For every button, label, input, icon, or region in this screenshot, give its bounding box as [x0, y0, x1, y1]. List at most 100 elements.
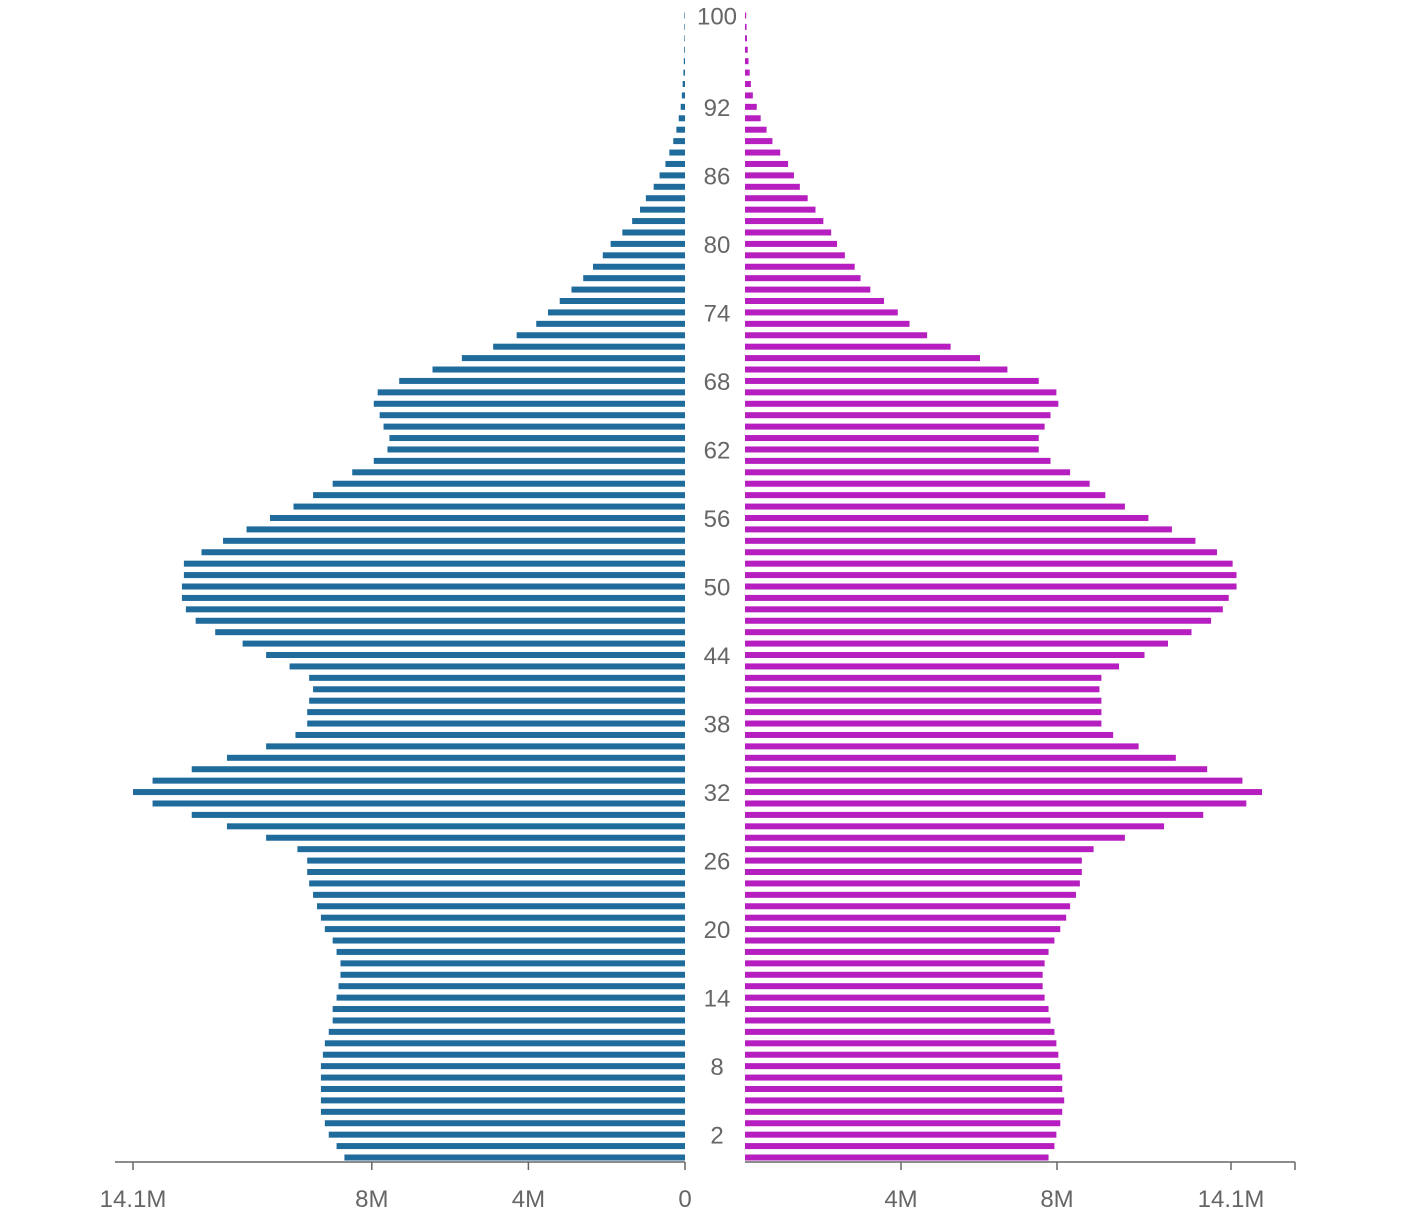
left-bar-age-12 — [332, 1017, 685, 1024]
right-bar-age-61 — [745, 457, 1051, 464]
age-label-100: 100 — [697, 4, 737, 31]
left-bar-age-24 — [309, 880, 685, 887]
right-bar-age-13 — [745, 1006, 1049, 1013]
age-label-56: 56 — [704, 506, 731, 533]
right-series-bars — [745, 12, 1262, 1161]
left-bar-age-6 — [320, 1085, 685, 1092]
age-label-38: 38 — [704, 712, 731, 739]
left-bar-age-31 — [152, 800, 685, 807]
right-bar-age-8 — [745, 1063, 1061, 1070]
right-bar-age-20 — [745, 926, 1061, 933]
right-bar-age-39 — [745, 709, 1102, 716]
right-bar-age-52 — [745, 560, 1233, 567]
right-bar-age-68 — [745, 377, 1039, 384]
left-bar-age-42 — [309, 674, 685, 681]
left-bar-age-33 — [152, 777, 685, 784]
left-bar-age-56 — [270, 514, 685, 521]
left-bar-age-67 — [377, 389, 685, 396]
right-bar-age-84 — [745, 195, 808, 202]
right-bar-age-45 — [745, 640, 1168, 647]
age-label-92: 92 — [704, 95, 731, 122]
right-bar-age-76 — [745, 286, 871, 293]
left-bar-age-75 — [559, 298, 685, 304]
left-bar-age-81 — [622, 229, 685, 236]
right-bar-age-78 — [745, 263, 855, 270]
left-bar-age-8 — [320, 1063, 685, 1070]
right-bar-age-83 — [745, 206, 816, 213]
right-bar-age-75 — [745, 298, 885, 304]
right-bar-age-24 — [745, 880, 1080, 887]
right-bar-age-53 — [745, 549, 1217, 556]
left-bar-age-5 — [320, 1097, 685, 1104]
left-bar-age-82 — [632, 218, 685, 225]
left-bar-age-53 — [201, 549, 686, 556]
left-bar-age-92 — [680, 103, 685, 110]
right-bar-age-80 — [745, 240, 838, 247]
left-bar-age-71 — [493, 343, 685, 350]
right-bar-age-66 — [745, 400, 1059, 407]
left-bar-age-41 — [313, 686, 685, 693]
right-bar-age-67 — [745, 389, 1057, 396]
left-bar-age-7 — [320, 1074, 685, 1081]
right-bar-age-32 — [745, 789, 1262, 796]
left-bar-age-68 — [399, 377, 685, 384]
right-bar-age-92 — [745, 103, 757, 110]
right-bar-age-43 — [745, 663, 1120, 670]
left-bar-age-86 — [659, 172, 685, 179]
age-label-2: 2 — [710, 1123, 723, 1150]
left-bar-age-19 — [332, 937, 685, 944]
left-bar-age-15 — [338, 983, 685, 990]
right-bar-age-65 — [745, 412, 1051, 419]
left-bar-age-100 — [684, 12, 685, 19]
left-bar-age-76 — [571, 286, 685, 293]
right-bar-age-17 — [745, 960, 1045, 967]
right-bar-age-1 — [745, 1143, 1055, 1150]
left-bar-age-2 — [328, 1131, 685, 1138]
right-bar-age-25 — [745, 869, 1082, 875]
age-labels: 2 8 14 20 26 32 38 44 50 56 62 68 74 80 86 92 100 — [697, 4, 737, 1150]
right-bar-age-16 — [745, 971, 1043, 978]
right-bar-age-2 — [745, 1131, 1057, 1138]
right-bar-age-93 — [745, 92, 753, 99]
left-bar-age-4 — [320, 1108, 685, 1115]
left-bar-age-16 — [340, 971, 685, 978]
left-bar-age-65 — [379, 412, 685, 419]
left-bar-age-74 — [547, 309, 685, 316]
left-bar-age-44 — [266, 652, 685, 659]
left-bar-age-70 — [461, 355, 685, 362]
right-tick-label: 14.1M — [1198, 1186, 1265, 1213]
right-bar-age-71 — [745, 343, 951, 350]
right-bar-age-98 — [745, 35, 747, 42]
right-bar-age-95 — [745, 69, 750, 76]
left-bar-age-69 — [432, 366, 685, 373]
left-bar-age-13 — [332, 1006, 685, 1013]
right-bar-age-47 — [745, 617, 1212, 624]
right-bar-age-9 — [745, 1051, 1059, 1058]
left-bar-age-85 — [653, 183, 685, 190]
right-bar-age-46 — [745, 629, 1192, 636]
left-bar-age-87 — [665, 160, 685, 167]
left-bar-age-11 — [328, 1028, 685, 1035]
left-bar-age-28 — [266, 834, 685, 841]
right-bar-age-12 — [745, 1017, 1051, 1024]
right-bar-age-38 — [745, 720, 1102, 727]
right-bar-age-31 — [745, 800, 1247, 807]
right-bar-age-56 — [745, 514, 1149, 521]
left-bar-age-27 — [297, 846, 685, 853]
right-bar-age-64 — [745, 423, 1045, 430]
left-bar-age-57 — [293, 503, 685, 510]
left-bar-age-29 — [226, 823, 685, 830]
right-bar-age-62 — [745, 446, 1039, 453]
age-label-44: 44 — [704, 643, 731, 670]
right-bar-age-28 — [745, 834, 1125, 841]
right-bar-age-50 — [745, 583, 1237, 590]
left-bar-age-78 — [593, 263, 685, 270]
left-bar-age-32 — [133, 789, 685, 796]
left-bar-age-96 — [683, 58, 685, 65]
left-bar-age-9 — [322, 1051, 685, 1058]
age-label-8: 8 — [710, 1054, 723, 1081]
right-bar-age-48 — [745, 606, 1223, 613]
age-label-26: 26 — [704, 849, 731, 876]
left-bar-age-98 — [684, 35, 685, 42]
